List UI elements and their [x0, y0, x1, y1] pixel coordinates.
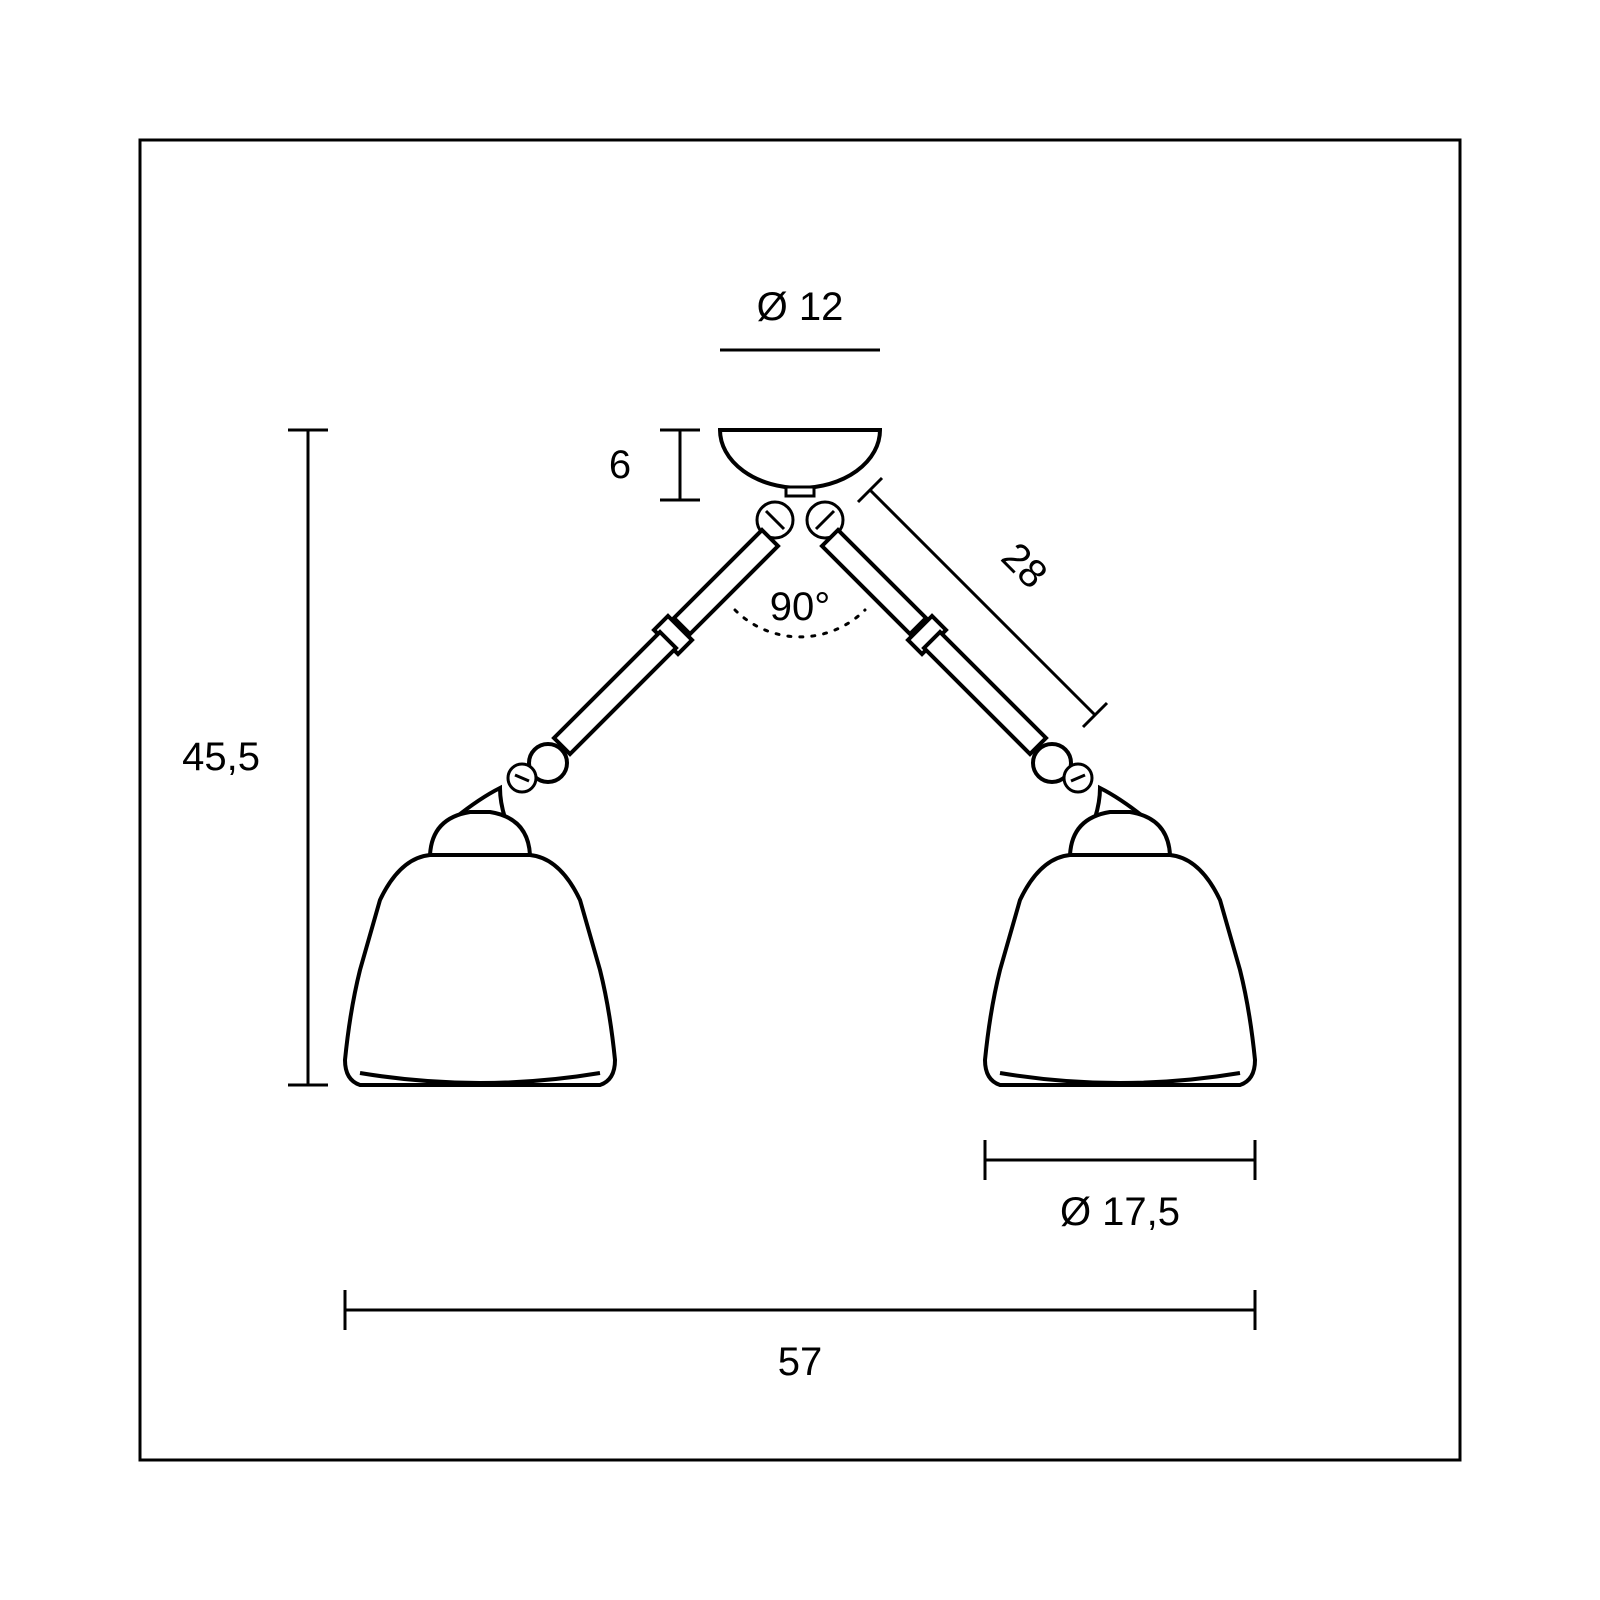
dim-canopy-diameter: Ø 12	[757, 285, 844, 329]
dim-total-height: 45,5	[182, 735, 260, 779]
technical-drawing: Ø 12 6 28 90°	[0, 0, 1600, 1600]
dim-canopy-height: 6	[609, 443, 631, 487]
dim-shade-diameter: Ø 17,5	[1060, 1190, 1180, 1234]
dim-angle: 90°	[770, 585, 831, 629]
dim-total-width: 57	[778, 1340, 823, 1384]
frame	[140, 140, 1460, 1460]
